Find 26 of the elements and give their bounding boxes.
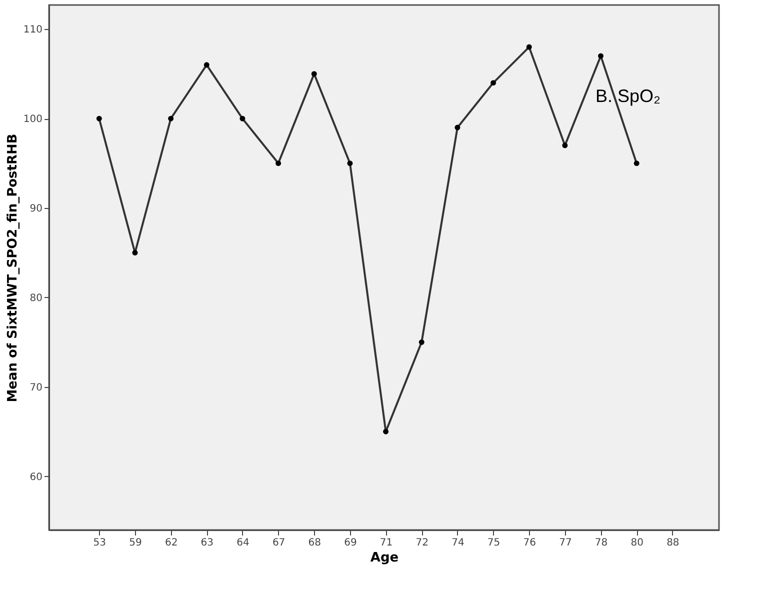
x-tick-label: 62 (164, 538, 178, 548)
x-tick-label: 59 (129, 538, 142, 548)
x-tick-label: 69 (344, 538, 357, 548)
x-tick-label: 77 (559, 538, 572, 548)
x-tick-label: 74 (452, 538, 464, 548)
y-tick-label: 110 (23, 24, 42, 36)
x-tick-label: 88 (666, 538, 680, 548)
x-tick-label: 75 (487, 538, 500, 548)
x-axis-title: Age (370, 550, 399, 566)
x-tick-label: 64 (236, 538, 250, 548)
y-tick-label: 90 (30, 204, 42, 215)
x-tick-label: 71 (380, 538, 393, 548)
y-axis-title: Mean of SixtMWT_SPO2_fin_PostRHB (5, 134, 20, 402)
y-tick-label: 100 (23, 114, 42, 126)
x-tick-label: 68 (308, 538, 321, 548)
x-tick-label: 76 (523, 538, 536, 548)
x-tick-label: 80 (630, 538, 644, 548)
x-tick-label: 67 (272, 538, 286, 548)
y-tick-label: 60 (30, 472, 42, 483)
y-tick-label: 80 (30, 292, 42, 304)
annotation: B. SpO₂ (595, 86, 661, 106)
x-tick-label: 53 (93, 538, 106, 548)
y-tick-label: 70 (30, 382, 42, 394)
x-tick-label: 63 (200, 538, 214, 548)
x-tick-label: 72 (416, 538, 428, 548)
x-tick-label: 78 (594, 538, 608, 548)
